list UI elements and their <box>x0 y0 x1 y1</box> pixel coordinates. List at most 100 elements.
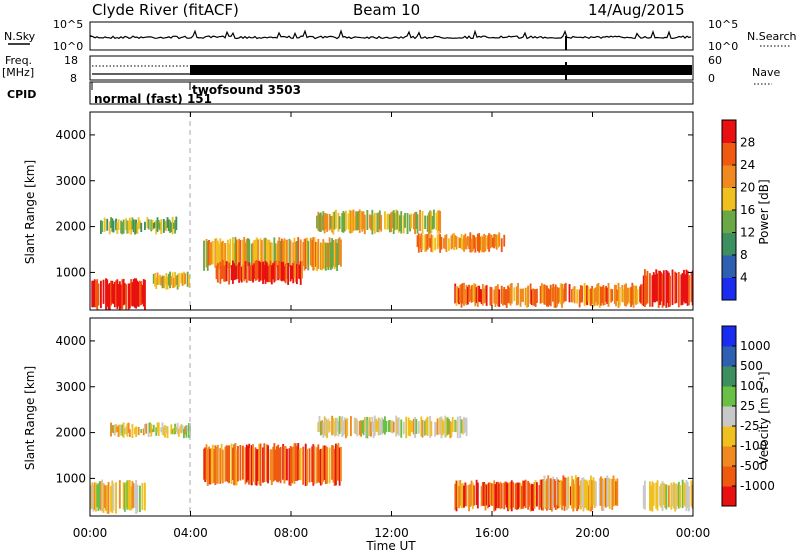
scatter-cell <box>341 213 344 233</box>
scatter-cell <box>677 272 680 308</box>
scatter-cell <box>681 479 684 509</box>
scatter-cell <box>436 418 439 435</box>
scatter-cell <box>593 480 596 508</box>
scatter-cell <box>602 480 605 511</box>
scatter-cell <box>244 447 247 485</box>
scatter-cell <box>544 285 547 305</box>
colorbar-tick-label: 20 <box>740 181 755 195</box>
scatter-cell <box>414 417 416 438</box>
scatter-cell <box>615 481 617 506</box>
scatter-cell <box>235 265 238 280</box>
scatter-cell <box>184 273 187 284</box>
scatter-cell <box>685 480 688 512</box>
scatter-cell <box>480 486 483 507</box>
scatter-cell <box>436 234 439 250</box>
scatter-cell <box>267 445 269 484</box>
scatter-cell <box>386 214 389 230</box>
scatter-cell <box>543 284 546 305</box>
scatter-cell <box>587 485 590 511</box>
scatter-cell <box>444 415 447 438</box>
scatter-cell <box>155 427 158 436</box>
scatter-cell <box>273 261 276 283</box>
scatter-cell <box>489 234 492 249</box>
scatter-cell <box>527 285 530 308</box>
scatter-cell <box>304 443 307 486</box>
scatter-cell <box>317 444 320 482</box>
scatter-cell <box>164 221 166 231</box>
scatter-cell <box>541 283 543 303</box>
scatter-cell <box>118 480 121 509</box>
scatter-cell <box>332 212 335 235</box>
scatter-cell <box>572 479 575 512</box>
scatter-cell <box>456 416 459 439</box>
scatter-cell <box>259 238 262 271</box>
scatter-cell <box>237 264 239 279</box>
scatter-cell <box>116 426 119 432</box>
scatter-cell <box>651 275 654 307</box>
scatter-cell <box>577 477 580 510</box>
scatter-cell <box>490 483 493 506</box>
scatter-cell <box>179 426 182 433</box>
y-tick-label: 4000 <box>55 334 86 348</box>
scatter-cell <box>206 241 209 271</box>
scatter-cell <box>126 423 129 437</box>
scatter-cell <box>492 484 494 506</box>
scatter-cell <box>298 264 301 280</box>
scatter-cell <box>245 261 248 283</box>
scatter-cell <box>429 238 432 248</box>
scatter-cell <box>440 237 443 250</box>
scatter-cell <box>283 446 286 484</box>
scatter-cell <box>291 447 293 484</box>
scatter-cell <box>170 222 173 233</box>
scatter-cell <box>644 269 646 307</box>
scatter-cell <box>499 481 502 510</box>
scatter-cell <box>319 449 322 486</box>
beam-title: Beam 10 <box>353 1 420 19</box>
freq-label: Freq. <box>5 54 32 67</box>
scatter-cell <box>151 429 154 433</box>
y-tick-label: 1000 <box>55 471 86 485</box>
scatter-cell <box>402 421 405 435</box>
scatter-cell <box>209 242 212 266</box>
colorbar-segment <box>722 346 736 367</box>
scatter-cell <box>605 478 607 508</box>
x-tick-label: 12:00 <box>374 526 409 540</box>
scatter-cell <box>216 240 219 267</box>
scatter-cell <box>345 210 347 230</box>
scatter-cell <box>480 289 483 304</box>
scatter-cell <box>132 279 135 307</box>
scatter-cell <box>329 242 332 271</box>
scatter-cell <box>294 241 297 268</box>
scatter-cell <box>338 416 341 434</box>
scatter-cell <box>270 242 273 266</box>
scatter-cell <box>489 286 492 306</box>
scatter-cell <box>509 482 512 509</box>
scatter-cell <box>470 285 473 303</box>
scatter-cell <box>675 272 678 303</box>
scatter-cell <box>579 285 582 303</box>
scatter-cell <box>371 209 374 235</box>
scatter-cell <box>122 219 125 234</box>
scatter-cell <box>395 209 398 231</box>
scatter-cell <box>380 420 383 435</box>
scatter-cell <box>384 416 386 435</box>
scatter-cell <box>171 272 174 288</box>
scatter-cell <box>602 285 605 306</box>
scatter-cell <box>289 265 292 282</box>
scatter-cell <box>314 241 317 267</box>
y-tick-label: 4000 <box>55 128 86 142</box>
scatter-cell <box>115 280 117 307</box>
scatter-cell <box>670 482 673 510</box>
scatter-cell <box>234 266 237 280</box>
scatter-cell <box>480 235 483 253</box>
scatter-cell <box>326 242 329 268</box>
scatter-cell <box>625 283 628 307</box>
scatter-cell <box>600 476 602 506</box>
scatter-cell <box>270 449 273 486</box>
scatter-cell <box>416 235 419 248</box>
scatter-cell <box>429 415 432 438</box>
scatter-cell <box>126 480 129 510</box>
scatter-cell <box>169 220 171 233</box>
scatter-cell <box>211 240 214 265</box>
